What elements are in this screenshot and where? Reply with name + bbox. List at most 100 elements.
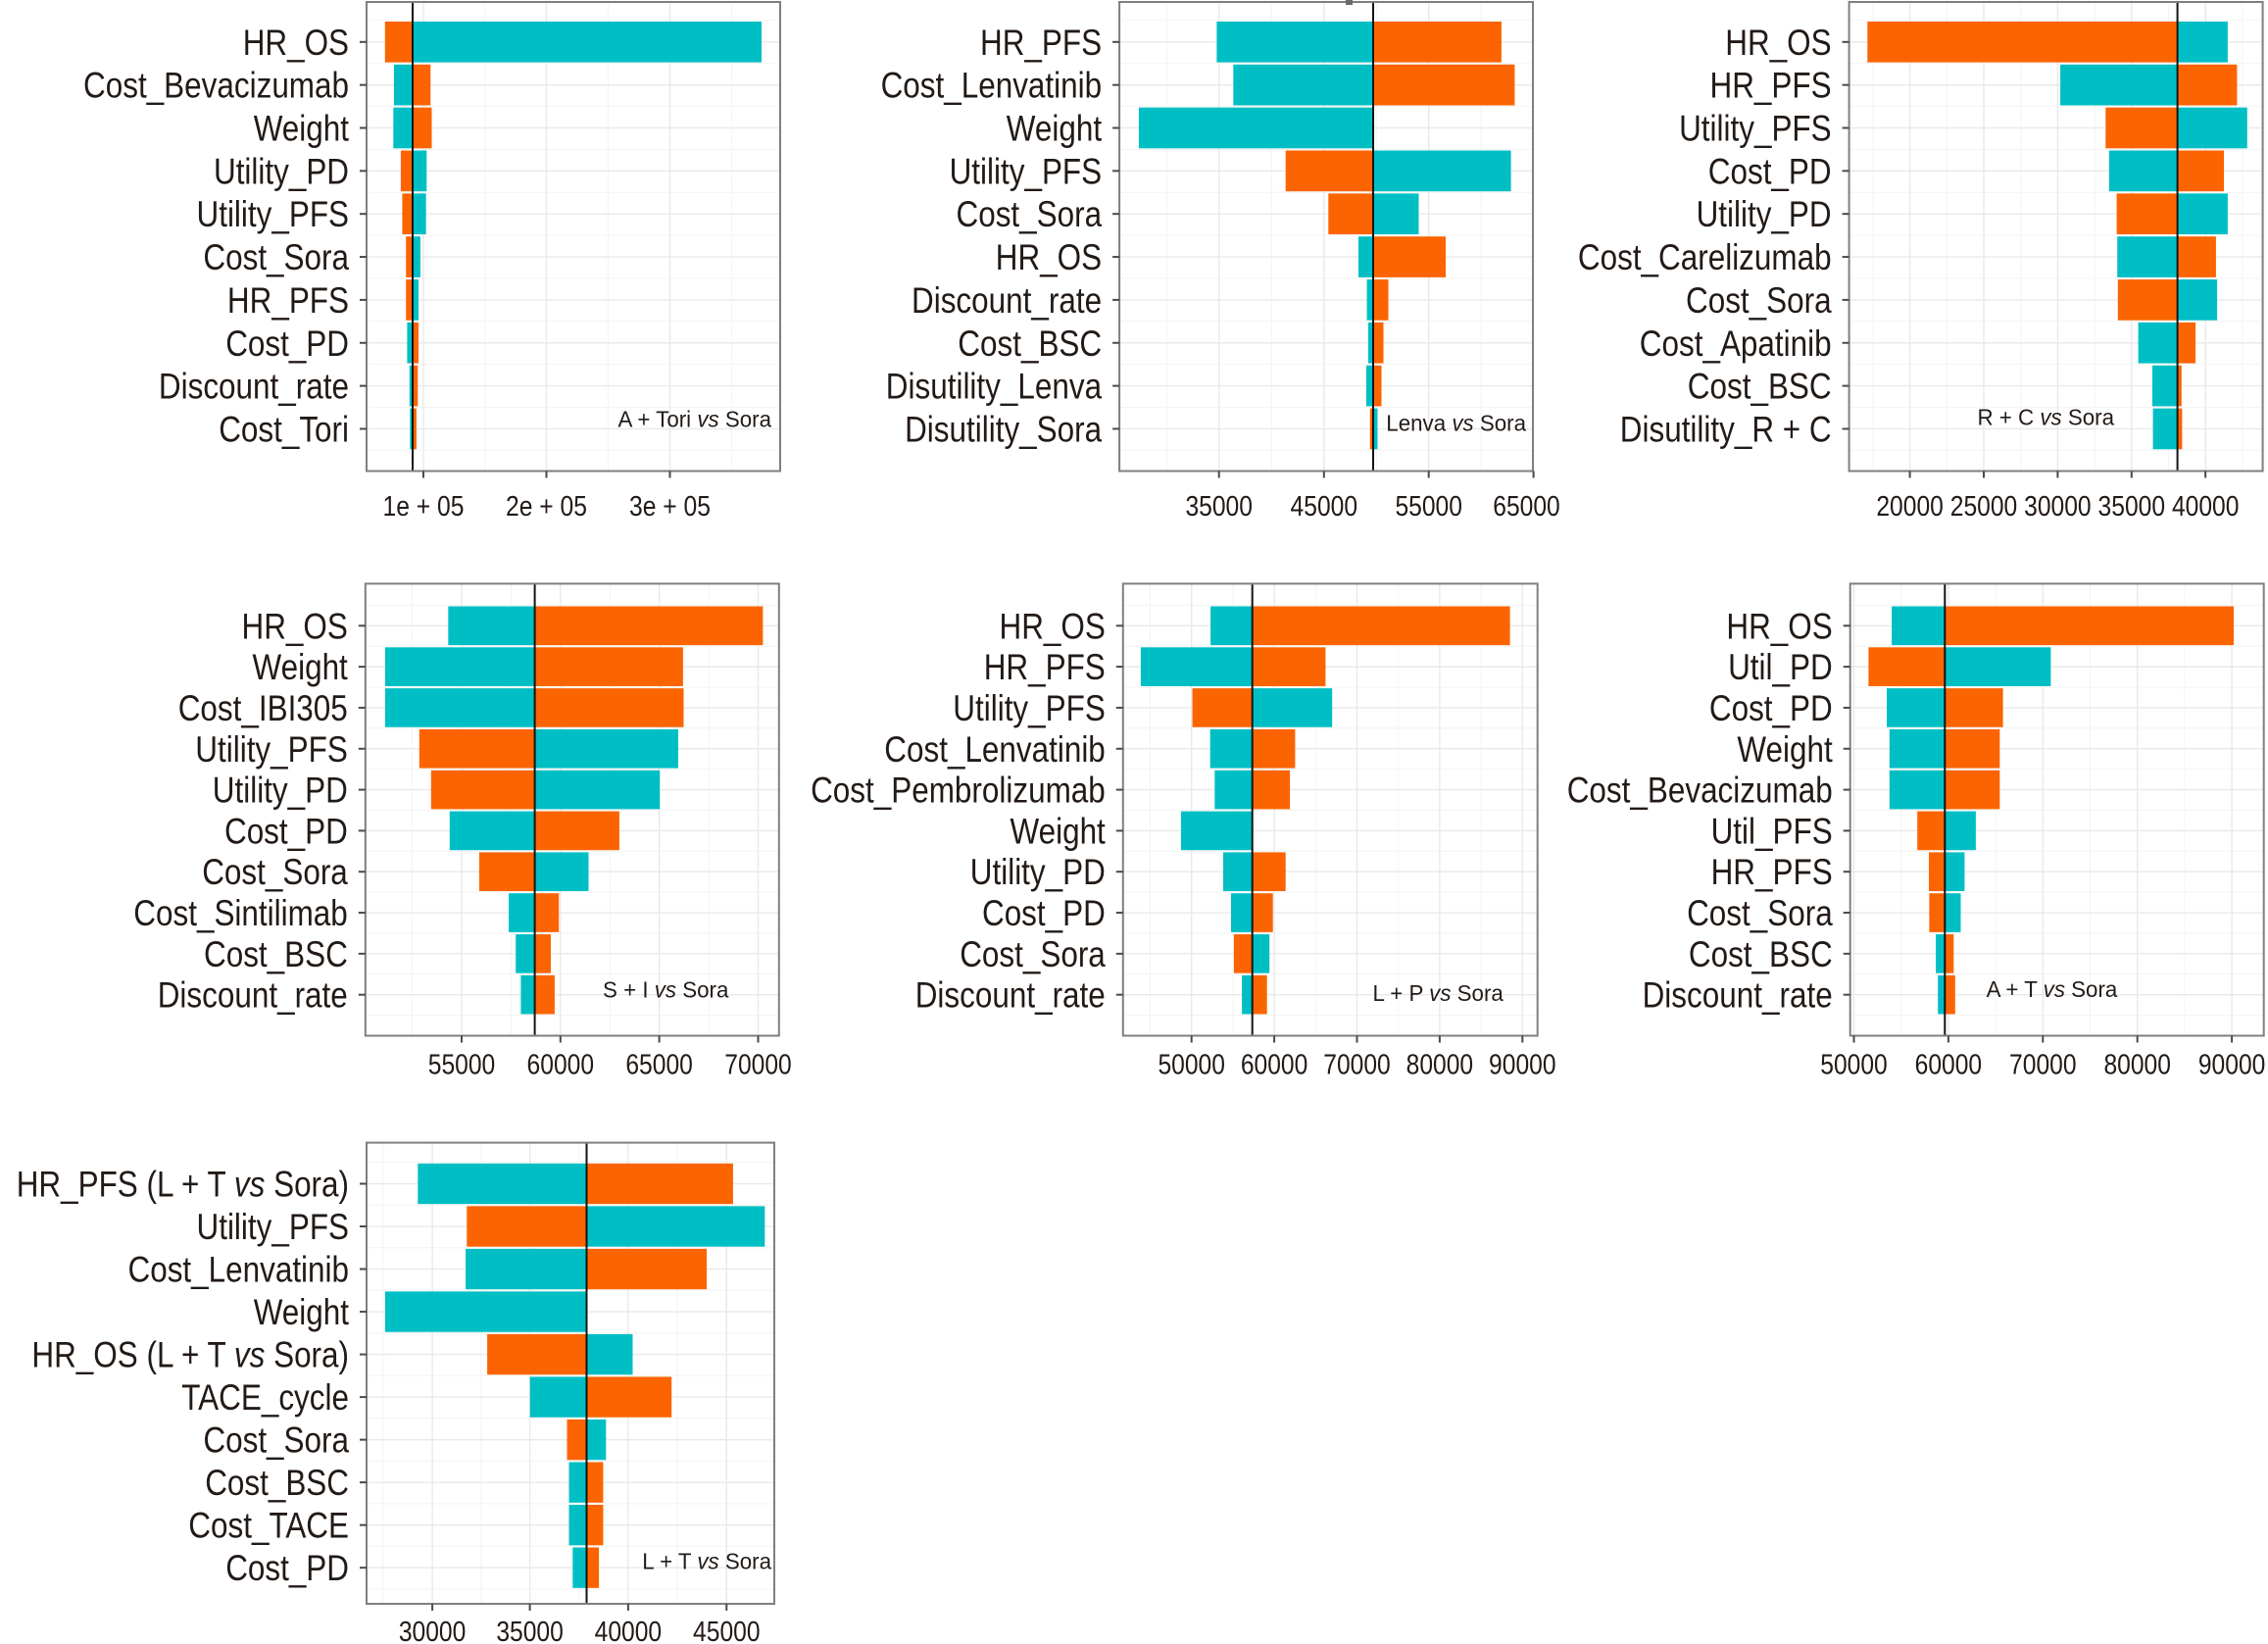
svg-text:Cost_Lenvatinib: Cost_Lenvatinib	[128, 1250, 350, 1290]
svg-text:Cost_PD: Cost_PD	[225, 324, 349, 364]
svg-text:70000: 70000	[724, 1050, 792, 1081]
svg-text:Cost_Sora: Cost_Sora	[1687, 893, 1833, 933]
svg-text:HR_PFS: HR_PFS	[1710, 66, 1832, 106]
svg-text:Utility_PFS: Utility_PFS	[953, 688, 1106, 728]
svg-text:70000: 70000	[1323, 1050, 1391, 1081]
svg-text:Utility_PD: Utility_PD	[1697, 194, 1832, 234]
svg-text:HR_OS: HR_OS	[1000, 606, 1106, 646]
svg-text:Cost_PD: Cost_PD	[225, 1548, 349, 1588]
svg-text:1e + 05: 1e + 05	[383, 491, 465, 523]
svg-text:Utility_PFS: Utility_PFS	[950, 151, 1103, 191]
svg-text:R + C vs Sora: R + C vs Sora	[1978, 405, 2115, 430]
svg-text:3e + 05: 3e + 05	[629, 491, 711, 523]
svg-text:2e + 05: 2e + 05	[506, 491, 587, 523]
svg-text:HR_OS: HR_OS	[243, 23, 349, 63]
svg-text:Cost_BSC: Cost_BSC	[1688, 367, 1832, 407]
svg-text:40000: 40000	[2172, 491, 2240, 523]
svg-text:Cost_BSC: Cost_BSC	[205, 1463, 349, 1503]
svg-text:Discount_rate: Discount_rate	[1643, 975, 1833, 1016]
svg-text:90000: 90000	[2198, 1050, 2266, 1081]
svg-text:Cost_Sora: Cost_Sora	[202, 852, 348, 892]
svg-text:Cost_TACE: Cost_TACE	[188, 1506, 349, 1546]
svg-text:55000: 55000	[428, 1050, 496, 1081]
svg-text:S + I vs Sora: S + I vs Sora	[603, 976, 729, 1002]
svg-text:Cost_PD: Cost_PD	[224, 811, 348, 851]
svg-text:35000: 35000	[496, 1617, 564, 1644]
svg-text:25000: 25000	[1950, 491, 2018, 523]
svg-text:HR_OS: HR_OS	[996, 237, 1102, 277]
svg-text:50000: 50000	[1158, 1050, 1225, 1081]
svg-text:Cost_Pembrolizumab: Cost_Pembrolizumab	[811, 771, 1106, 811]
svg-text:Cost_Sora: Cost_Sora	[203, 237, 349, 277]
svg-text:HR_PFS: HR_PFS	[984, 647, 1106, 687]
svg-text:35000: 35000	[1185, 491, 1253, 523]
svg-text:HR_PFS: HR_PFS	[227, 280, 349, 321]
svg-text:Cost_PD: Cost_PD	[1708, 151, 1832, 191]
svg-text:65000: 65000	[625, 1050, 693, 1081]
svg-text:Cost_IBI305: Cost_IBI305	[178, 688, 348, 728]
svg-text:Utility_PD: Utility_PD	[214, 151, 349, 191]
svg-text:Disutility_R + C: Disutility_R + C	[1620, 409, 1832, 449]
svg-text:80000: 80000	[1406, 1050, 1474, 1081]
svg-text:80000: 80000	[2103, 1050, 2171, 1081]
svg-text:Cost_Sintilimab: Cost_Sintilimab	[133, 893, 348, 933]
svg-text:Cost_Apatinib: Cost_Apatinib	[1640, 324, 1832, 364]
svg-text:Cost_BSC: Cost_BSC	[204, 934, 348, 974]
svg-text:Cost_Lenvatinib: Cost_Lenvatinib	[881, 66, 1103, 106]
svg-text:A + T vs Sora: A + T vs Sora	[1987, 976, 2118, 1002]
svg-text:Weight: Weight	[254, 1292, 350, 1332]
svg-text:Weight: Weight	[253, 647, 349, 687]
svg-text:Lenva vs Sora: Lenva vs Sora	[1386, 411, 1526, 436]
svg-text:Util_PD: Util_PD	[1728, 647, 1833, 687]
svg-text:HR_OS: HR_OS	[1725, 23, 1831, 63]
svg-text:Utility_PFS: Utility_PFS	[1679, 109, 1832, 149]
svg-text:Discount_rate: Discount_rate	[158, 975, 348, 1016]
svg-text:A + Tori vs Sora: A + Tori vs Sora	[618, 407, 772, 432]
svg-text:45000: 45000	[693, 1617, 761, 1644]
svg-text:45000: 45000	[1291, 491, 1358, 523]
svg-text:70000: 70000	[2009, 1050, 2077, 1081]
svg-text:60000: 60000	[527, 1050, 595, 1081]
svg-text:30000: 30000	[399, 1617, 467, 1644]
svg-text:Utility_PD: Utility_PD	[213, 771, 348, 811]
svg-text:Utility_PFS: Utility_PFS	[197, 1207, 350, 1247]
svg-text:Cost_Bevacizumab: Cost_Bevacizumab	[83, 66, 349, 106]
svg-text:90000: 90000	[1489, 1050, 1556, 1081]
svg-text:Disutility_Sora: Disutility_Sora	[905, 409, 1102, 449]
svg-text:Cost_Bevacizumab: Cost_Bevacizumab	[1567, 771, 1833, 811]
svg-text:TACE_cycle: TACE_cycle	[181, 1377, 349, 1418]
svg-text:HR_OS: HR_OS	[242, 606, 348, 646]
svg-text:20000: 20000	[1876, 491, 1944, 523]
svg-text:Discount_rate: Discount_rate	[159, 367, 349, 407]
svg-text:Weight: Weight	[1737, 729, 1833, 770]
svg-text:60000: 60000	[1241, 1050, 1308, 1081]
svg-text:65000: 65000	[1493, 491, 1560, 523]
svg-text:L + P vs Sora: L + P vs Sora	[1373, 980, 1504, 1006]
svg-text:Cost_BSC: Cost_BSC	[1689, 934, 1833, 974]
svg-text:60000: 60000	[1915, 1050, 1983, 1081]
svg-text:35000: 35000	[2098, 491, 2166, 523]
svg-text:Discount_rate: Discount_rate	[912, 280, 1102, 321]
svg-text:Cost_Sora: Cost_Sora	[1686, 280, 1832, 321]
svg-text:Cost_BSC: Cost_BSC	[958, 324, 1102, 364]
svg-text:HR_OS: HR_OS	[1726, 606, 1832, 646]
svg-text:30000: 30000	[2024, 491, 2092, 523]
svg-text:Cost_Sora: Cost_Sora	[957, 194, 1103, 234]
svg-text:Disutility_Lenva: Disutility_Lenva	[886, 367, 1103, 407]
svg-text:HR_PFS: HR_PFS	[1711, 852, 1833, 892]
svg-text:Weight: Weight	[1011, 811, 1107, 851]
svg-text:Discount_rate: Discount_rate	[915, 975, 1106, 1016]
svg-text:Cost_PD: Cost_PD	[982, 893, 1106, 933]
svg-text:Weight: Weight	[254, 109, 350, 149]
svg-text:Utility_PFS: Utility_PFS	[197, 194, 350, 234]
svg-text:Cost_Sora: Cost_Sora	[960, 934, 1106, 974]
svg-text:HR_OS (L + T vs Sora): HR_OS (L + T vs Sora)	[31, 1335, 349, 1375]
svg-text:40000: 40000	[595, 1617, 663, 1644]
svg-text:Util_PFS: Util_PFS	[1711, 811, 1833, 851]
svg-text:Weight: Weight	[1007, 109, 1103, 149]
svg-text:Cost_Carelizumab: Cost_Carelizumab	[1578, 237, 1832, 277]
svg-text:Cost_PD: Cost_PD	[1709, 688, 1833, 728]
svg-text:L + T vs Sora: L + T vs Sora	[642, 1549, 771, 1574]
svg-text:Cost_Lenvatinib: Cost_Lenvatinib	[884, 729, 1106, 770]
svg-text:Cost_Sora: Cost_Sora	[203, 1420, 349, 1461]
